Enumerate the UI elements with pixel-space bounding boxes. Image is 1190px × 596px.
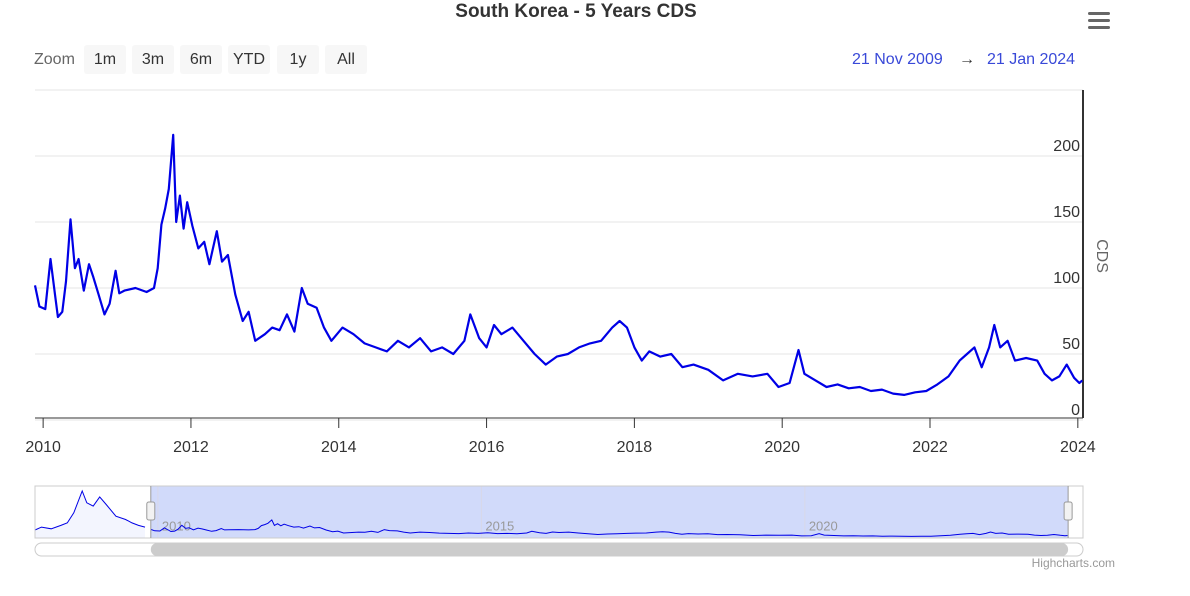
zoom-button-label[interactable]: 1m <box>94 51 116 68</box>
chart-title: South Korea - 5 Years CDS <box>455 1 696 22</box>
menu-bar <box>1088 19 1110 22</box>
scrollbar-thumb[interactable] <box>150 543 1069 556</box>
y-tick-label: 150 <box>1053 204 1080 221</box>
zoom-button[interactable] <box>228 45 270 74</box>
zoom-button[interactable] <box>325 45 367 74</box>
zoom-label: Zoom <box>34 51 75 68</box>
zoom-button[interactable] <box>277 45 319 74</box>
navigator-tick-label: 2015 <box>485 518 514 533</box>
x-tick-label: 2012 <box>173 439 209 456</box>
navigator-line <box>150 519 1068 537</box>
zoom-button-label[interactable]: 1y <box>290 51 307 68</box>
x-tick-label: 2020 <box>764 439 800 456</box>
credits[interactable]: Highcharts.com <box>1032 556 1115 570</box>
navigator-area-early <box>35 491 145 538</box>
navigator-selection <box>150 486 1069 538</box>
zoom-button[interactable] <box>84 45 126 74</box>
x-tick-label: 2010 <box>25 439 61 456</box>
navigator-outline <box>34 485 1084 539</box>
y-tick-label: 200 <box>1053 138 1080 155</box>
navigator-line-early <box>34 489 146 531</box>
range-end[interactable]: 21 Jan 2024 <box>987 51 1075 68</box>
zoom-button[interactable] <box>180 45 222 74</box>
menu-icon[interactable] <box>1088 12 1110 29</box>
navigator-handle[interactable] <box>1063 501 1073 521</box>
zoom-button[interactable] <box>132 45 174 74</box>
navigator-tick-label: 2010 <box>162 518 191 533</box>
zoom-button-label[interactable]: 3m <box>142 51 164 68</box>
navigator-tick-label: 2020 <box>809 518 838 533</box>
menu-bar <box>1088 26 1110 29</box>
y-tick-label: 50 <box>1062 336 1080 353</box>
x-tick-label: 2022 <box>912 439 948 456</box>
zoom-button-label[interactable]: 6m <box>190 51 212 68</box>
range-start[interactable]: 21 Nov 2009 <box>852 51 943 68</box>
zoom-button-label[interactable]: All <box>337 51 355 68</box>
navigator-handle[interactable] <box>146 501 156 521</box>
x-tick-label: 2016 <box>469 439 505 456</box>
x-tick-label: 2024 <box>1060 439 1096 456</box>
y-tick-label: 100 <box>1053 270 1080 287</box>
menu-bar <box>1088 12 1110 15</box>
x-tick-label: 2014 <box>321 439 357 456</box>
y-tick-label: 0 <box>1071 402 1080 419</box>
y-axis-title: CDS <box>1093 239 1110 273</box>
x-tick-label: 2018 <box>617 439 653 456</box>
cds-line <box>33 133 1084 396</box>
range-separator: → <box>959 51 975 68</box>
zoom-button-label[interactable]: YTD <box>233 51 265 68</box>
